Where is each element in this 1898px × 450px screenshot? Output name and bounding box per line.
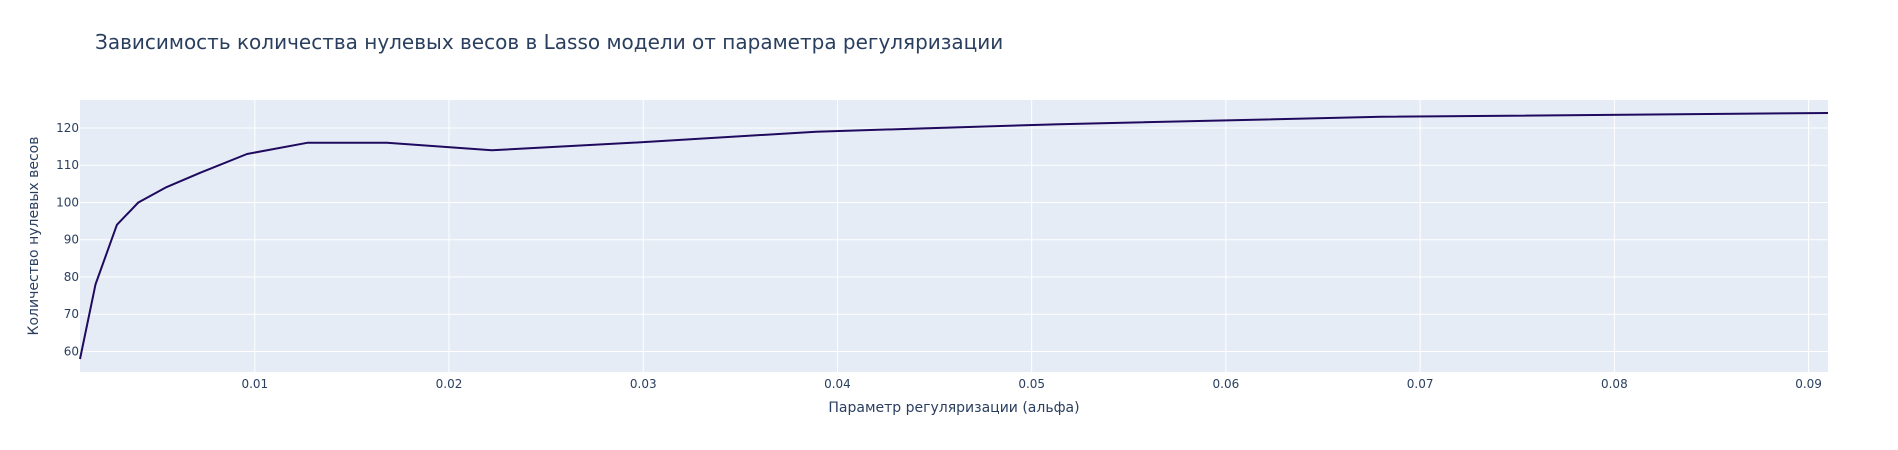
y-tick-label: 100	[56, 195, 79, 209]
x-tick-label: 0.01	[241, 377, 268, 391]
y-tick-label: 90	[64, 233, 79, 247]
chart-title: Зависимость количества нулевых весов в L…	[95, 30, 1004, 54]
series-layer	[79, 112, 1829, 360]
x-tick-label: 0.04	[824, 377, 851, 391]
y-axis-title: Количество нулевых весов	[26, 137, 42, 336]
x-tick-label: 0.08	[1601, 377, 1628, 391]
y-tick-label: 80	[64, 270, 79, 284]
x-axis-title: Параметр регуляризации (альфа)	[828, 400, 1079, 416]
x-tick-label: 0.06	[1213, 377, 1240, 391]
grid-lines	[80, 100, 1828, 372]
plot-area	[80, 100, 1828, 372]
y-tick-label: 110	[56, 158, 79, 172]
x-axis-ticks: 0.01 0.02 0.03 0.04 0.05 0.06 0.07 0.08 0.09	[241, 377, 1821, 391]
x-tick-label: 0.07	[1407, 377, 1434, 391]
x-tick-label: 0.03	[630, 377, 657, 391]
series-line	[79, 112, 1829, 360]
y-tick-label: 70	[64, 307, 79, 321]
x-tick-label: 0.09	[1795, 377, 1822, 391]
y-tick-label: 120	[56, 121, 79, 135]
x-tick-label: 0.05	[1018, 377, 1045, 391]
y-tick-label: 60	[64, 345, 79, 359]
x-tick-label: 0.02	[436, 377, 463, 391]
y-axis-ticks: 60 70 80 90 100 110 120	[56, 121, 79, 359]
